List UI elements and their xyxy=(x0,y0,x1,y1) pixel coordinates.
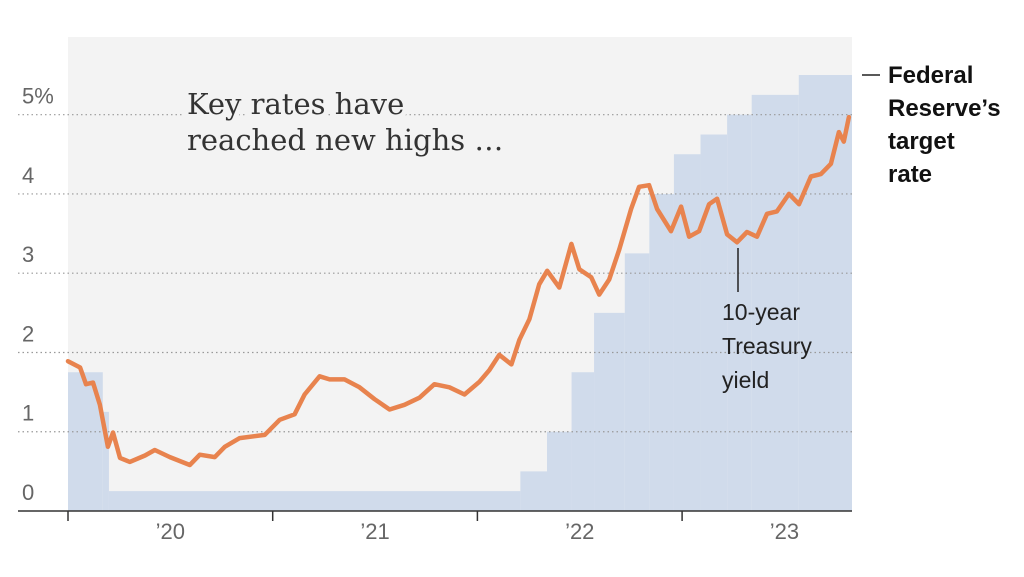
y-tick-label: 1 xyxy=(22,401,34,426)
fed-rate-step xyxy=(571,372,595,511)
treasury-yield-line xyxy=(65,114,852,468)
fed-rate-step xyxy=(673,154,701,511)
y-tick-label: 4 xyxy=(22,163,34,188)
x-tick-label: ’22 xyxy=(565,519,594,544)
y-tick-label: 5% xyxy=(22,84,54,109)
fed-rate-step xyxy=(546,431,572,511)
fed-rate-step xyxy=(624,253,650,512)
fed-rate-step xyxy=(68,372,103,511)
x-tick-label: ’20 xyxy=(156,519,185,544)
x-tick-label: ’21 xyxy=(360,519,389,544)
fed-rate-step xyxy=(798,75,852,512)
fed-rate-step xyxy=(520,471,547,511)
fed-rate-step xyxy=(700,134,728,511)
fed-rate-step xyxy=(594,312,625,511)
title-line: reached new highs … xyxy=(187,123,503,157)
chart-title: Key rates have reached new highs … xyxy=(187,87,503,157)
fed-rate-label: Federal Reserve’s target rate xyxy=(888,62,1001,188)
y-tick-label: 3 xyxy=(22,242,34,267)
fed-rate-step xyxy=(108,491,521,511)
fed-rate-step xyxy=(727,114,752,512)
x-tick-label: ’23 xyxy=(770,519,799,544)
treasury-label: 10-year Treasury yield xyxy=(722,299,812,393)
y-tick-label: 0 xyxy=(22,480,34,505)
title-line: Key rates have xyxy=(187,87,404,121)
y-tick-label: 2 xyxy=(22,321,34,346)
